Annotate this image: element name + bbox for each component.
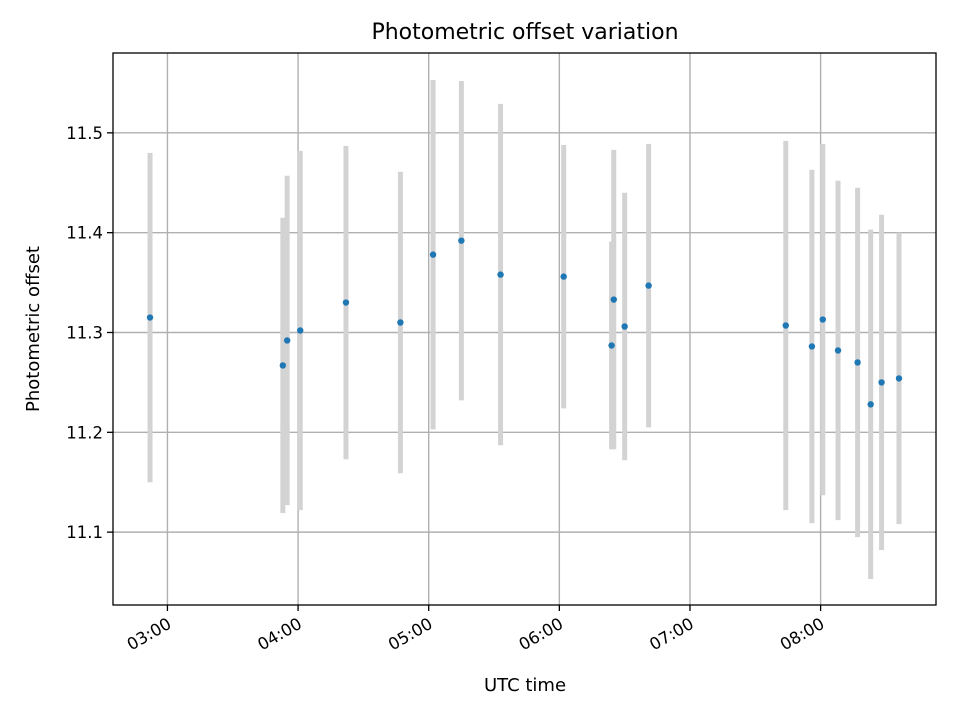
data-point [560, 273, 567, 280]
data-point [782, 322, 789, 329]
data-point [878, 379, 885, 386]
data-point [819, 316, 826, 323]
data-point [342, 299, 350, 306]
data-point [867, 401, 874, 408]
y-tick-label: 11.1 [66, 523, 103, 542]
data-point [279, 362, 287, 369]
data-point [497, 271, 504, 278]
data-point [458, 237, 465, 244]
data-point [429, 251, 437, 258]
data-point [297, 327, 304, 334]
data-point [854, 359, 861, 366]
data-point [808, 343, 816, 350]
y-tick-label: 11.5 [66, 124, 103, 143]
data-point [397, 319, 404, 326]
x-axis-label: UTC time [484, 675, 566, 696]
y-axis-label: Photometric offset [23, 246, 44, 412]
data-point [895, 375, 903, 382]
data-points [146, 237, 903, 408]
y-tick-label: 11.2 [66, 423, 103, 442]
plot-frame [112, 52, 937, 606]
y-axis: 11.1 11.2 11.3 11.4 11.5 [66, 124, 113, 542]
data-point [621, 323, 628, 330]
data-point [608, 342, 615, 349]
data-point [834, 347, 842, 354]
data-point [645, 282, 652, 289]
y-tick-label: 11.4 [66, 224, 103, 243]
data-point [146, 314, 154, 321]
data-point [610, 296, 617, 303]
chart-title: Photometric offset variation [371, 20, 678, 45]
y-tick-label: 11.3 [66, 323, 103, 342]
data-point [283, 337, 291, 344]
